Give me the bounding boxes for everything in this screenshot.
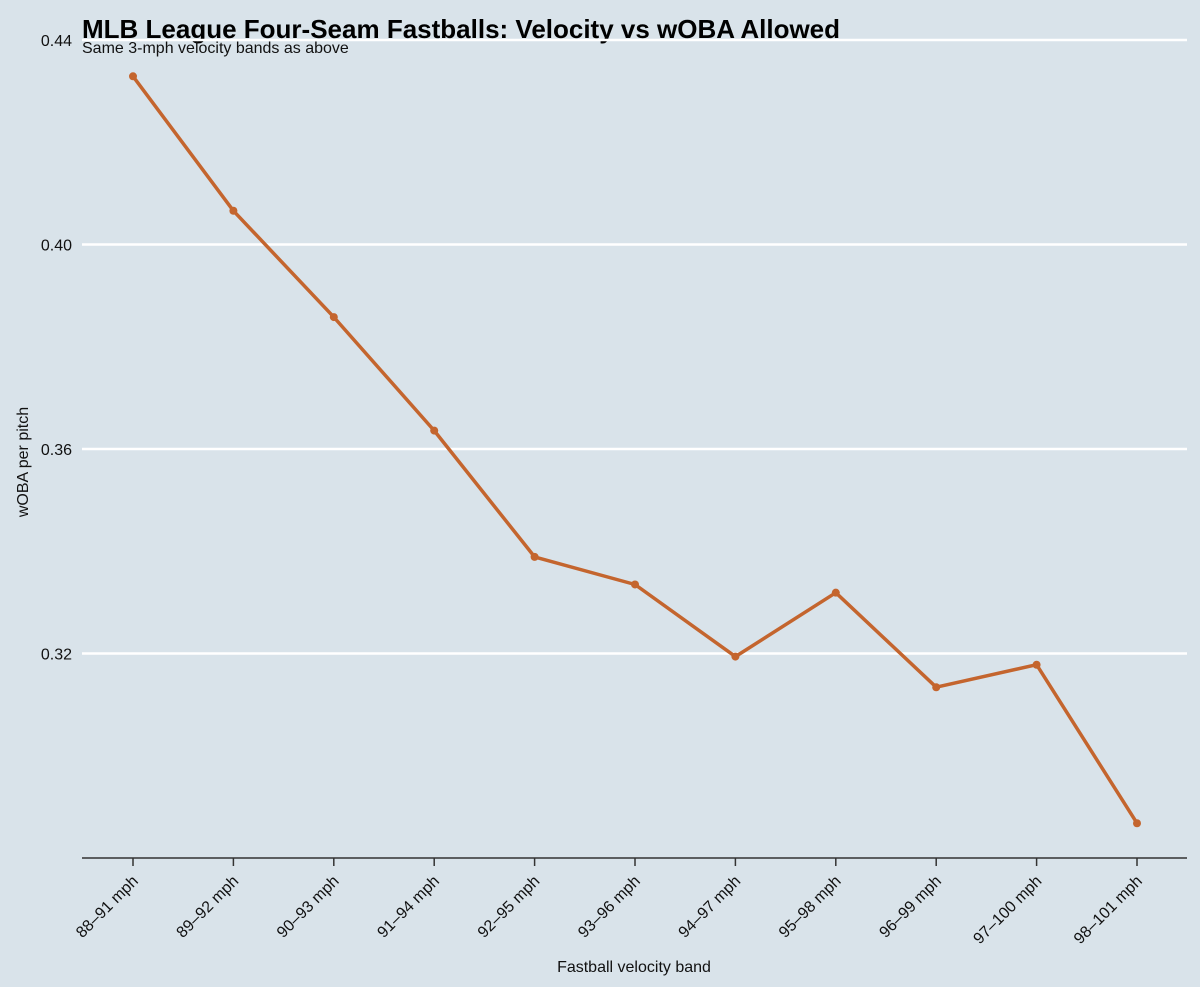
data-point	[731, 652, 740, 661]
x-axis-title: Fastball velocity band	[557, 959, 711, 976]
data-point	[631, 580, 639, 589]
data-point	[129, 72, 137, 81]
y-axis-title: wOBA per pitch	[15, 407, 32, 518]
data-point	[329, 313, 338, 322]
data-point	[1032, 660, 1041, 669]
data-point	[229, 206, 238, 215]
y-tick-label: 0.36	[41, 442, 72, 459]
y-tick-label: 0.40	[41, 238, 72, 255]
data-point	[1133, 819, 1141, 828]
data-point	[831, 588, 840, 597]
y-tick-labels: 0.32 0.36 0.40 0.44	[41, 33, 72, 664]
series-wOBA	[129, 72, 1141, 828]
y-tick-label: 0.32	[41, 647, 72, 664]
data-point	[430, 426, 439, 435]
data-point	[932, 683, 941, 692]
data-point	[530, 552, 539, 561]
chart-subtitle: Same 3-mph velocity bands as above	[82, 40, 349, 57]
y-tick-label: 0.44	[41, 33, 72, 50]
